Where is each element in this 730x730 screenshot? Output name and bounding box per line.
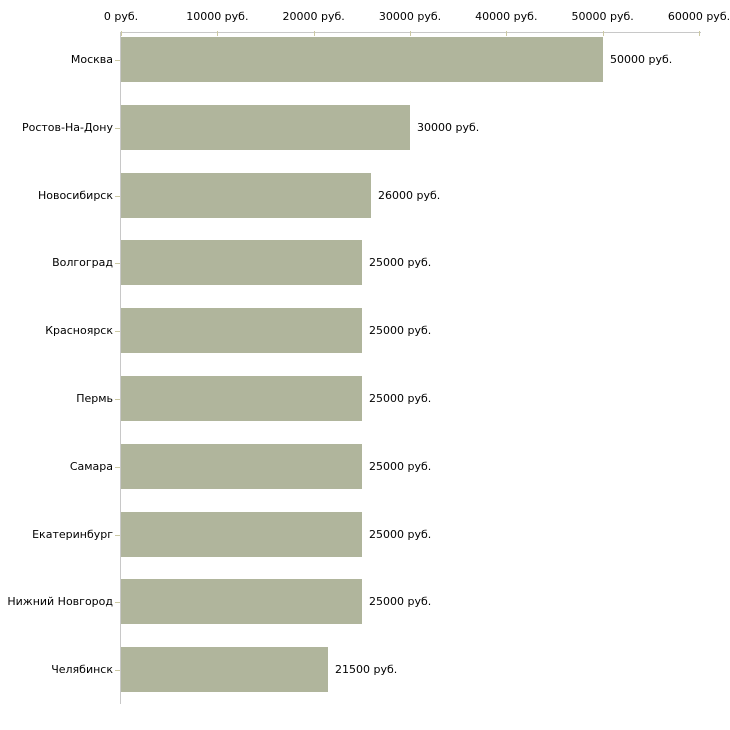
x-axis-tick-mark [410,31,411,36]
category-label: Пермь [76,392,113,405]
y-axis-tick-mark [115,331,120,332]
category-label: Челябинск [51,663,113,676]
y-axis-tick-mark [115,399,120,400]
bar-value-label: 30000 руб. [417,121,480,134]
x-axis-tick-label: 10000 руб. [186,10,249,23]
y-axis-tick-mark [115,263,120,264]
x-axis-tick-mark [121,31,122,36]
bar [121,308,362,353]
x-axis-tick-mark [603,31,604,36]
category-label: Нижний Новгород [7,595,113,608]
y-axis-tick-mark [115,535,120,536]
x-axis-tick-mark [506,31,507,36]
bar-value-label: 25000 руб. [369,324,432,337]
bar-value-label: 26000 руб. [378,189,441,202]
bar-value-label: 25000 руб. [369,528,432,541]
x-axis-tick-mark [217,31,218,36]
bar [121,579,362,624]
x-axis-tick-label: 40000 руб. [475,10,538,23]
bar-value-label: 25000 руб. [369,460,432,473]
y-axis-line [120,32,121,705]
bar [121,512,362,557]
bar-value-label: 21500 руб. [335,663,398,676]
bar-value-label: 25000 руб. [369,392,432,405]
y-axis-tick-mark [115,467,120,468]
x-axis-tick-label: 60000 руб. [667,10,730,23]
x-axis-tick-label: 0 руб. [103,10,139,23]
category-label: Ростов-На-Дону [21,121,113,134]
category-label: Москва [70,53,113,66]
y-axis-tick-mark [115,60,120,61]
bar [121,376,362,421]
bar [121,647,328,692]
bar-value-label: 25000 руб. [369,256,432,269]
y-axis-tick-mark [115,128,120,129]
y-axis-tick-mark [115,196,120,197]
category-label: Новосибирск [37,189,113,202]
x-axis-tick-label: 50000 руб. [571,10,634,23]
x-axis-tick-label: 30000 руб. [378,10,442,23]
x-axis-tick-label: 20000 руб. [282,10,345,23]
category-label: Волгоград [52,256,113,269]
bar-value-label: 50000 руб. [610,53,673,66]
bar [121,240,362,285]
bar [121,37,603,82]
bar-value-label: 25000 руб. [369,595,432,608]
category-label: Самара [69,460,113,473]
category-label: Красноярск [45,324,113,337]
y-axis-tick-mark [115,602,120,603]
x-axis-tick-mark [699,31,700,36]
bar [121,173,371,218]
x-axis-tick-mark [314,31,315,36]
bar [121,444,362,489]
category-label: Екатеринбург [32,528,113,541]
y-axis-tick-mark [115,670,120,671]
bar [121,105,410,150]
